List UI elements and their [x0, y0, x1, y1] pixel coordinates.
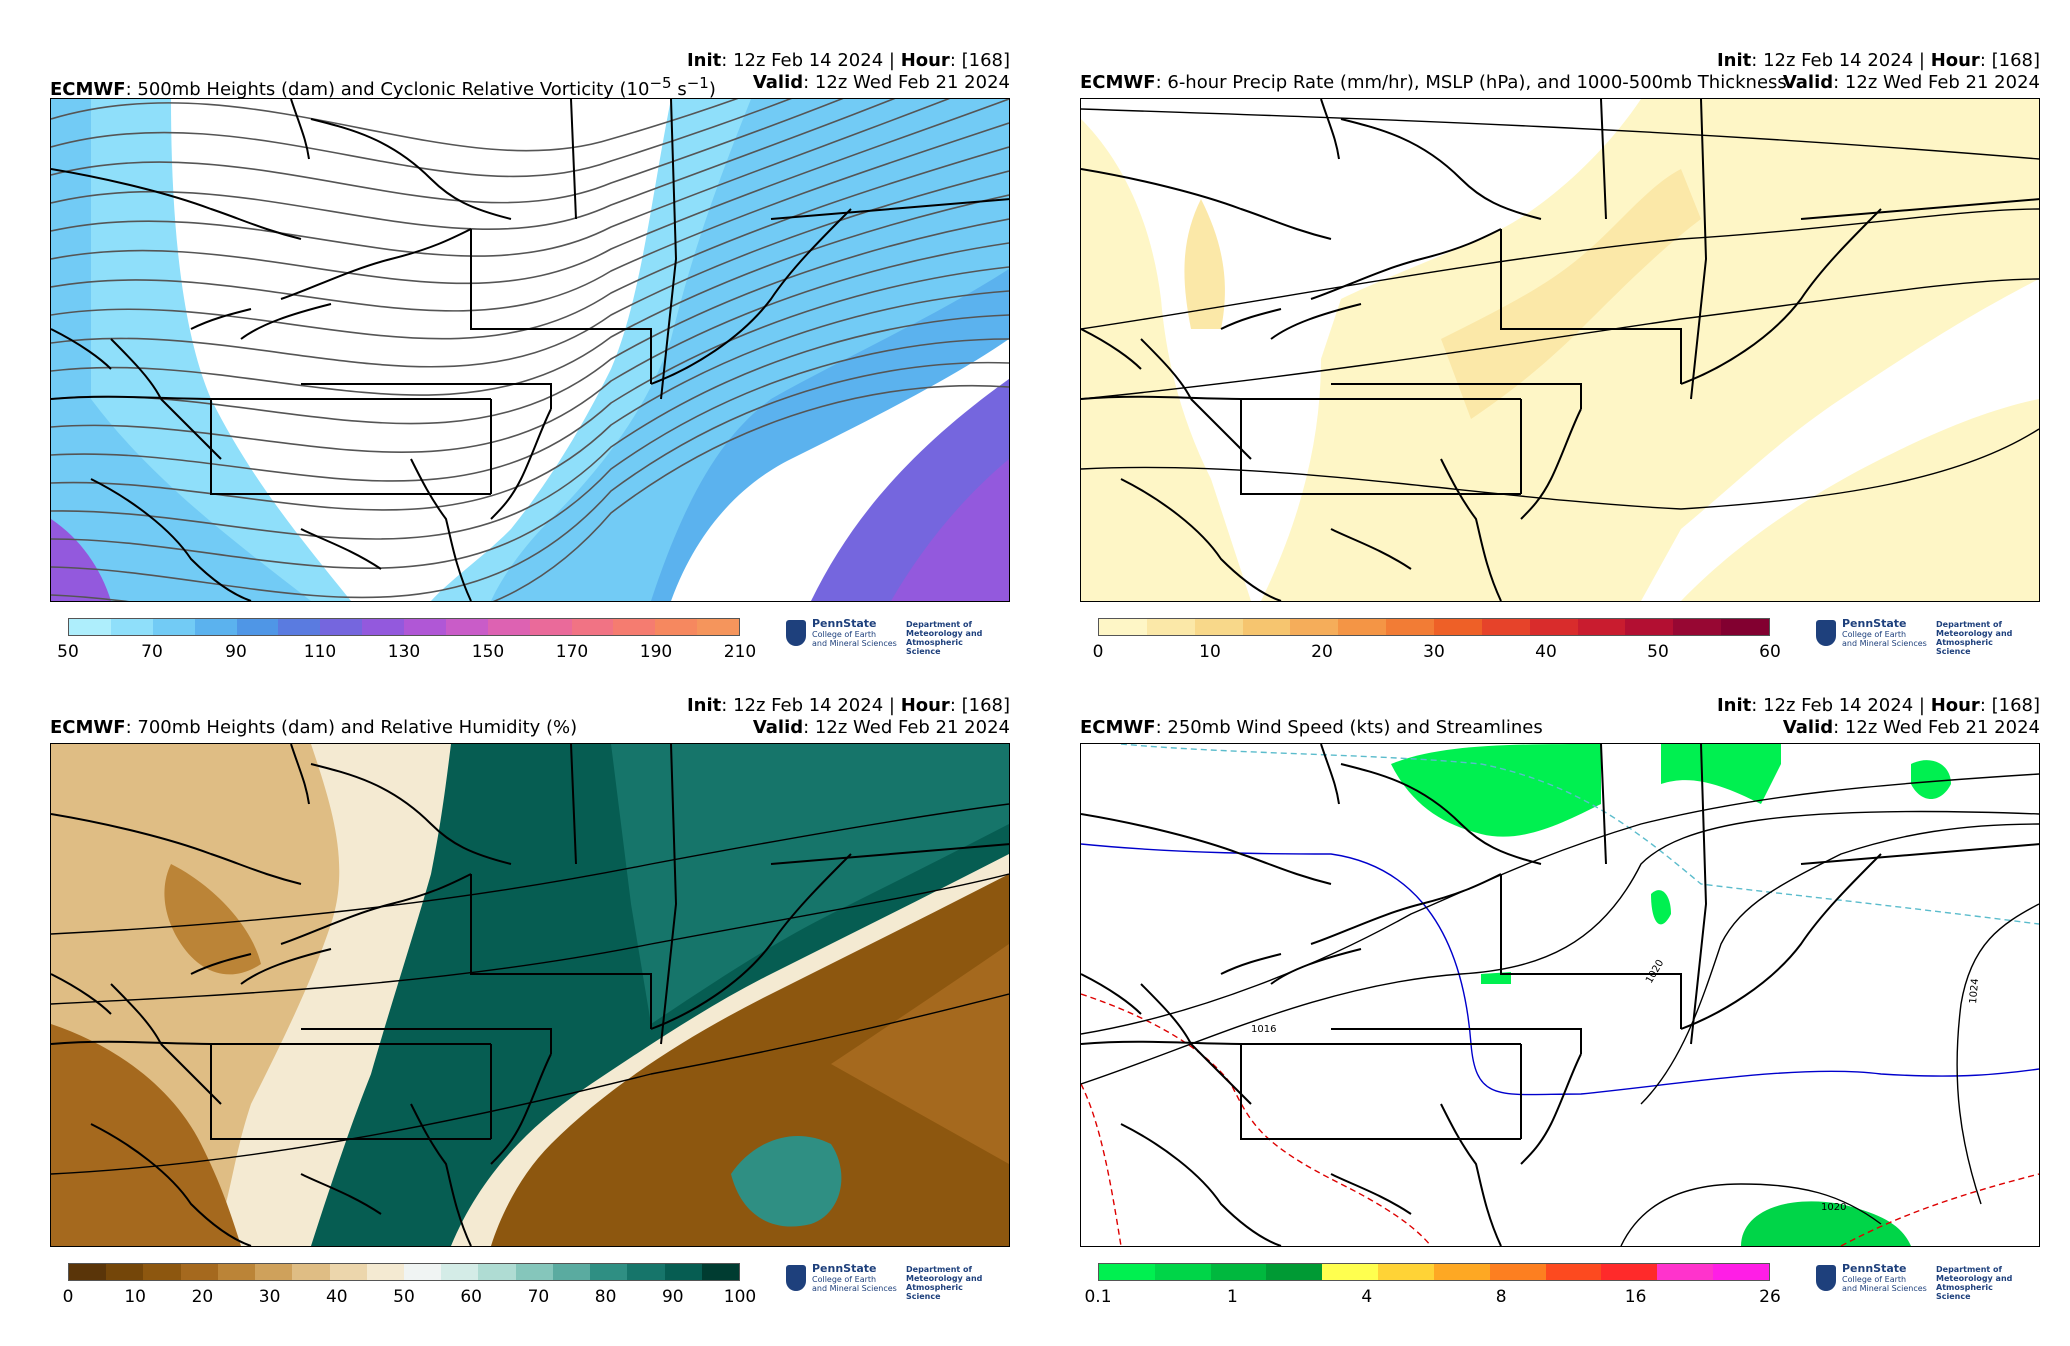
map-humidity	[50, 743, 1010, 1247]
map-precip	[1080, 98, 2040, 602]
colorbar-tick: 10	[1199, 642, 1221, 662]
colorbar-ticks: 50 70 90 110 130 150 170 190 210	[57, 642, 756, 664]
init-line: Init: 12z Feb 14 2024 | Hour: [168]	[686, 695, 1010, 716]
init-line: Init: 12z Feb 14 2024 | Hour: [168]	[1716, 50, 2040, 71]
shield-icon	[786, 1265, 806, 1291]
init-line: Init: 12z Feb 14 2024 | Hour: [168]	[686, 50, 1010, 71]
panel-title: ECMWF: 500mb Heights (dam) and Cyclonic …	[50, 74, 716, 100]
colorbar-tick: 110	[303, 642, 337, 662]
map-vorticity	[50, 98, 1010, 602]
colorbar-tick: 50	[393, 1287, 415, 1307]
colorbar-ticks: 0 10 20 30 40 50 60 70 80 90 100	[63, 1287, 757, 1309]
colorbar-tick: 70	[141, 642, 163, 662]
valid-line: Valid: 12z Wed Feb 21 2024	[752, 717, 1010, 738]
colorbar-tick: 90	[225, 642, 247, 662]
colorbar-tick: 130	[387, 642, 421, 662]
colorbar-tick: 90	[661, 1287, 684, 1307]
pennstate-logo: PennState College of Earth and Mineral Sci…	[786, 1263, 996, 1301]
pennstate-logo: PennState College of Earth and Mineral Sci…	[1816, 1263, 2026, 1301]
colorbar-tick: 20	[191, 1287, 214, 1307]
panel-title: ECMWF: 250mb Wind Speed (kts) and Stream…	[1080, 717, 1543, 738]
valid-line: Valid: 12z Wed Feb 21 2024	[752, 72, 1010, 93]
title-text: : 6-hour Precip Rate (mm/hr), MSLP (hPa)…	[1155, 72, 1787, 93]
colorbar-tick: 8	[1495, 1287, 1507, 1307]
colorbar-tick: 170	[555, 642, 589, 662]
colorbar-tick: 210	[723, 642, 757, 662]
colorbar-tick: 40	[325, 1287, 348, 1307]
colorbar-tick: 26	[1759, 1287, 1781, 1307]
colorbar-tick: 150	[471, 642, 505, 662]
colorbar-ticks: 0.1 1 4 8 16 26	[1084, 1287, 1780, 1309]
shield-icon	[1816, 620, 1836, 646]
map-wind: 1016 1020 1024 1020	[1080, 743, 2040, 1247]
panel-wind: Init: 12z Feb 14 2024 | Hour: [168] ECMW…	[1080, 695, 2040, 1315]
panel-vorticity: Init: 12z Feb 14 2024 | Hour: [168] ECMW…	[50, 50, 1010, 670]
shield-icon	[1816, 1265, 1836, 1291]
shield-icon	[786, 620, 806, 646]
valid-line: Valid: 12z Wed Feb 21 2024	[1782, 717, 2040, 738]
panel-title: ECMWF: 6-hour Precip Rate (mm/hr), MSLP …	[1080, 72, 1787, 93]
colorbar-tick: 80	[594, 1287, 617, 1307]
colorbar-tick: 50	[1647, 642, 1669, 662]
title-text: : 500mb Heights (dam) and Cyclonic Relat…	[125, 74, 716, 100]
colorbar-tick: 50	[57, 642, 79, 662]
colorbar-tick: 16	[1624, 1287, 1647, 1307]
panel-precip: Init: 12z Feb 14 2024 | Hour: [168] ECMW…	[1080, 50, 2040, 670]
valid-line: Valid: 12z Wed Feb 21 2024	[1782, 72, 2040, 93]
colorbar-tick: 0	[62, 1287, 74, 1307]
isobar-label: 1016	[1251, 1024, 1276, 1035]
colorbar-tick: 60	[1759, 642, 1781, 662]
colorbar	[68, 1263, 740, 1281]
colorbar-tick: 30	[258, 1287, 281, 1307]
panel-title: ECMWF: 700mb Heights (dam) and Relative …	[50, 717, 578, 738]
colorbar-tick: 20	[1311, 642, 1333, 662]
colorbar-tick: 190	[639, 642, 673, 662]
pennstate-logo: PennState College of Earth and Mineral Sci…	[786, 618, 996, 656]
colorbar	[1098, 618, 1770, 636]
isobar-label: 1020	[1821, 1202, 1846, 1213]
colorbar-tick: 10	[124, 1287, 147, 1307]
title-text: : 250mb Wind Speed (kts) and Streamlines	[1155, 717, 1543, 738]
colorbar-tick: 100	[723, 1287, 757, 1307]
colorbar-tick: 30	[1423, 642, 1445, 662]
colorbar-tick: 70	[527, 1287, 550, 1307]
colorbar-tick: 4	[1361, 1287, 1373, 1307]
isobar-label: 1024	[1968, 978, 1981, 1004]
colorbar	[68, 618, 740, 636]
pennstate-logo: PennState College of Earth and Mineral Sci…	[1816, 618, 2026, 656]
colorbar-tick: 60	[460, 1287, 483, 1307]
colorbar-tick: 0.1	[1084, 1287, 1112, 1307]
title-text: : 700mb Heights (dam) and Relative Humid…	[125, 717, 578, 738]
colorbar-tick: 40	[1535, 642, 1557, 662]
init-line: Init: 12z Feb 14 2024 | Hour: [168]	[1716, 695, 2040, 716]
colorbar-tick: 1	[1226, 1287, 1238, 1307]
colorbar-ticks: 0 10 20 30 40 50 60	[1093, 642, 1781, 664]
colorbar-tick: 0	[1092, 642, 1104, 662]
colorbar	[1098, 1263, 1770, 1281]
panel-humidity: Init: 12z Feb 14 2024 | Hour: [168] ECMW…	[50, 695, 1010, 1315]
